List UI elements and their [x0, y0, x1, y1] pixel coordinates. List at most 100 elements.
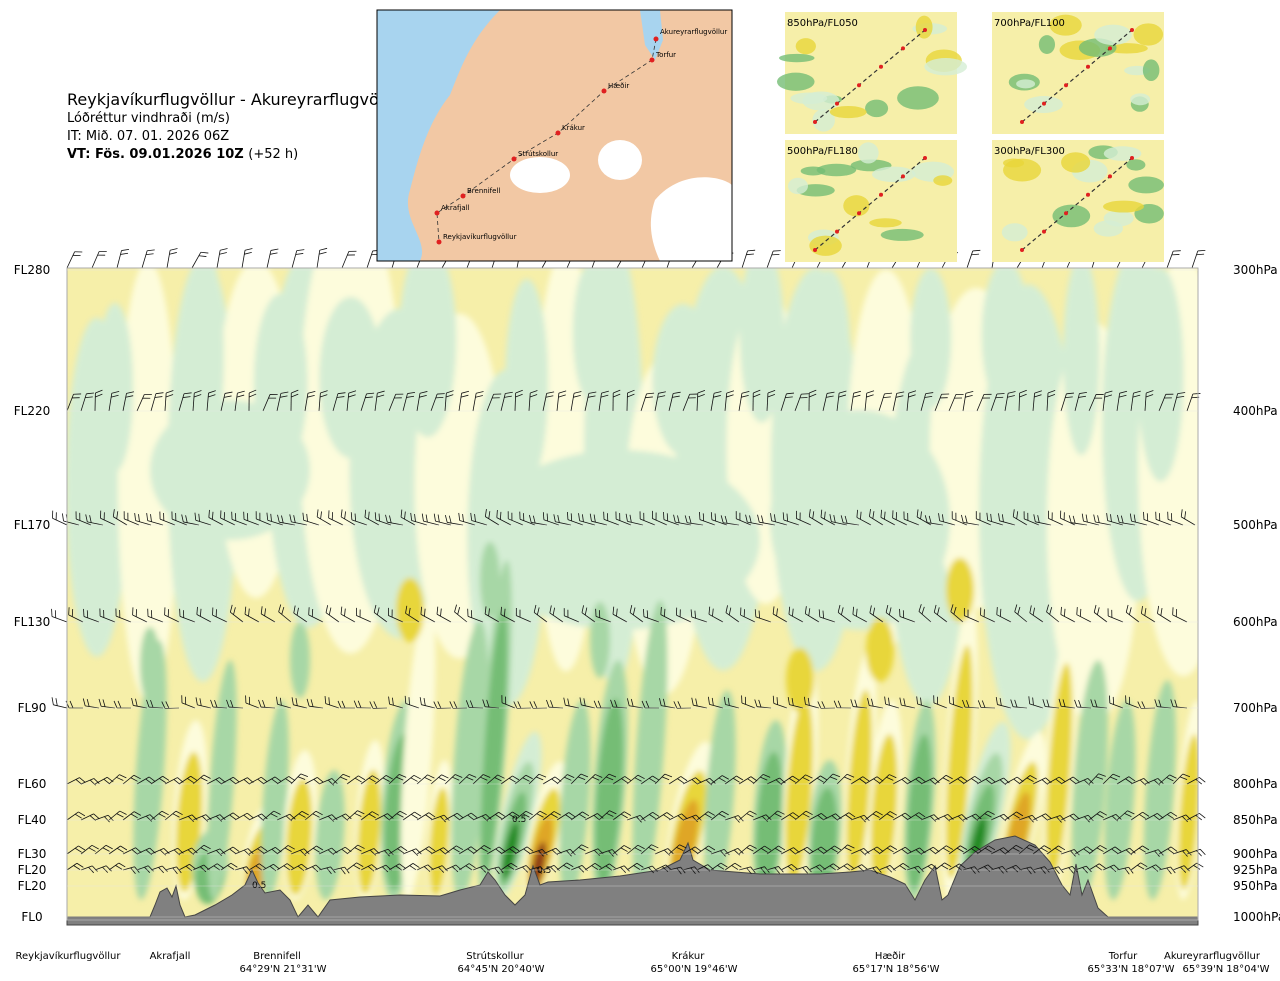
wind-barb	[241, 248, 253, 269]
wind-barb	[1032, 866, 1050, 874]
wind-barb	[724, 862, 742, 871]
inset-field	[1103, 200, 1144, 213]
inset-field	[1003, 158, 1042, 182]
wind-barb	[837, 604, 852, 623]
wind-barb	[794, 810, 813, 821]
wind-barb	[808, 775, 828, 785]
location-coord: 65°33'N 18°07'W	[1088, 964, 1175, 975]
inset-field	[787, 177, 809, 195]
wind-barb	[963, 608, 980, 623]
map-sea	[377, 10, 500, 261]
wind-barb	[360, 811, 379, 821]
wind-barb	[787, 697, 804, 709]
wind-barb	[820, 509, 836, 526]
wind-barb	[640, 775, 660, 785]
wind-barb	[80, 392, 94, 412]
field-band	[704, 690, 736, 900]
map-waypoint	[460, 193, 466, 199]
wind-barb	[486, 811, 506, 821]
inset-route	[1021, 157, 1133, 251]
field-blob	[399, 268, 457, 438]
wind-barb	[962, 776, 982, 785]
wind-barb	[416, 846, 436, 855]
wind-barb	[795, 510, 812, 526]
wind-barb	[752, 845, 772, 855]
wind-barb	[195, 697, 212, 709]
inset-field	[924, 58, 968, 76]
wind-barb	[986, 512, 1004, 526]
wind-barb	[1093, 604, 1108, 623]
inset-waypoint	[813, 248, 817, 252]
wind-barb	[206, 863, 224, 871]
inset-field	[776, 72, 815, 91]
inset-waypoint	[1086, 64, 1090, 69]
pressure-level-label: 800hPa	[1233, 777, 1278, 791]
wind-barb	[892, 777, 912, 785]
wind-barb	[1130, 390, 1141, 412]
flight-level-label: FL220	[14, 404, 51, 418]
wind-barb	[134, 512, 152, 526]
valid-time: VT: Fös. 09.01.2026 10Z (+52 h)	[67, 147, 299, 162]
wind-barb	[740, 607, 756, 623]
wind-barb	[808, 509, 824, 526]
wind-barb	[1117, 514, 1136, 526]
inset-waypoint	[835, 101, 839, 106]
wind-barb	[248, 846, 268, 855]
inset-route	[814, 157, 926, 251]
wind-barb	[146, 512, 164, 526]
map-waypoint-label: Akrafjall	[441, 204, 470, 212]
wind-barb	[220, 510, 236, 526]
wind-barb	[1060, 865, 1078, 874]
wind-barb	[1107, 608, 1124, 623]
wind-barb	[430, 774, 449, 785]
wind-barb	[1144, 864, 1162, 872]
wind-barb	[196, 606, 212, 623]
inset-field	[915, 15, 933, 39]
wind-barb	[94, 844, 113, 855]
wind-barb	[976, 845, 996, 855]
inset-field	[897, 86, 939, 110]
map-waypoint	[511, 156, 517, 162]
wind-barb	[567, 512, 584, 526]
inset-waypoint	[1042, 101, 1046, 106]
wind-barb	[612, 776, 632, 785]
wind-barb	[1018, 389, 1027, 412]
wind-barb	[229, 604, 244, 623]
inset-waypoint	[835, 229, 839, 234]
location-name: Strútskollur	[466, 950, 524, 962]
wind-barb	[278, 604, 292, 623]
wind-barb	[166, 248, 178, 269]
pressure-level-label: 400hPa	[1233, 404, 1278, 418]
wind-barb	[990, 393, 1005, 412]
wind-barb	[388, 810, 407, 821]
wind-barb	[1032, 845, 1051, 855]
wind-barb	[1125, 604, 1140, 623]
wind-barb	[934, 845, 954, 855]
wind-barb	[682, 777, 702, 785]
wind-barb	[1060, 606, 1076, 623]
wind-barb	[220, 846, 240, 855]
wind-barb	[385, 514, 404, 526]
wind-barb	[990, 866, 1008, 874]
wind-barb	[1116, 390, 1128, 412]
wind-barb	[290, 848, 310, 856]
wind-barb	[752, 814, 772, 822]
wind-barb	[364, 509, 380, 526]
wind-barb	[856, 509, 872, 526]
wind-barb	[454, 604, 468, 623]
wind-barb	[430, 393, 445, 412]
wind-barb	[360, 864, 378, 872]
wind-barb	[1172, 392, 1186, 412]
wind-barb	[171, 511, 188, 526]
wind-barb	[626, 389, 635, 412]
wind-barb	[216, 248, 228, 269]
wind-barb	[598, 810, 617, 821]
wind-barb	[1028, 696, 1044, 709]
wind-barb	[277, 514, 296, 526]
wind-barb	[484, 509, 500, 526]
field-blob	[572, 268, 612, 404]
inset-field	[1103, 146, 1142, 161]
wind-barb	[654, 848, 674, 856]
wind-barb	[934, 774, 953, 785]
